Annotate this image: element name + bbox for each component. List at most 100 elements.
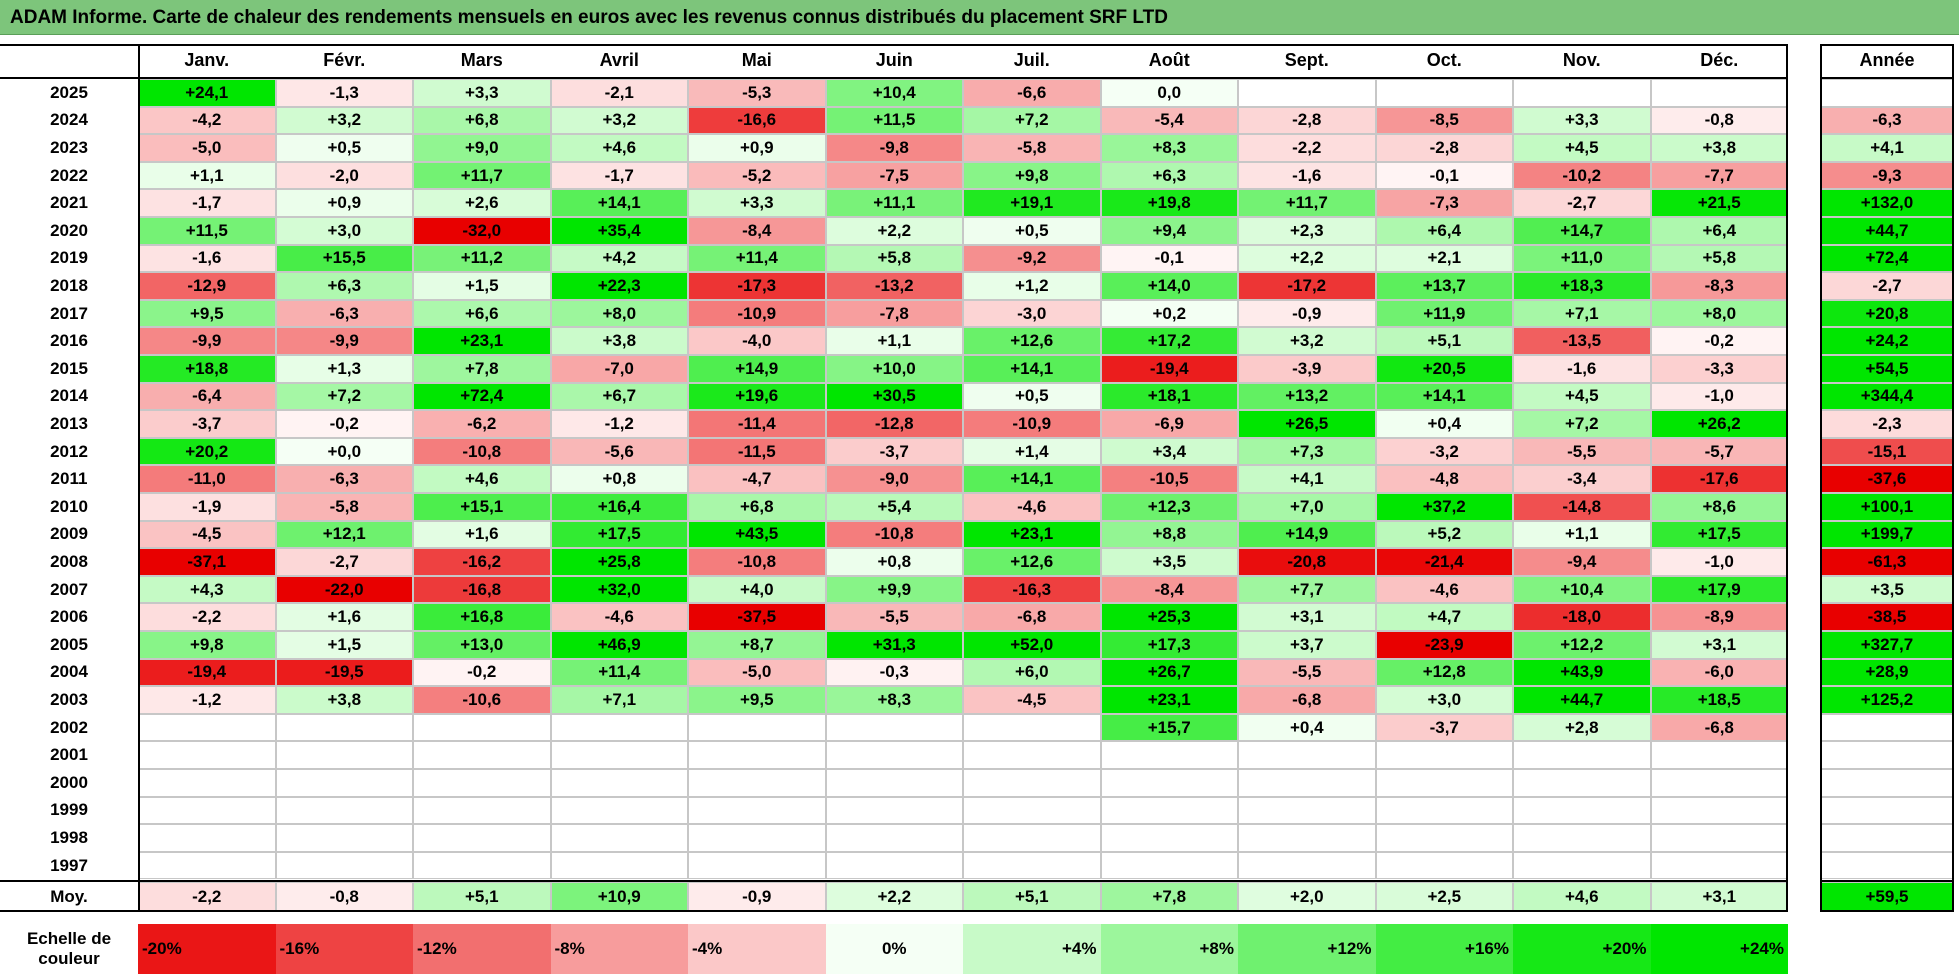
heatmap-cell: +4,2 (550, 244, 688, 273)
heatmap-cell (825, 769, 963, 797)
heatmap-cell: +32,0 (550, 575, 688, 604)
heatmap-cell: +4,5 (1513, 382, 1651, 411)
heatmap-cell: -16,3 (963, 575, 1101, 604)
heatmap-cell: -10,2 (1513, 161, 1651, 190)
heatmap-cell: +3,3 (688, 189, 826, 217)
heatmap-cell: -3,7 (825, 437, 963, 466)
average-cell: +3,1 (1650, 882, 1788, 912)
heatmap-cell (1513, 741, 1651, 769)
month-header: Juin (875, 50, 913, 70)
heatmap-cell: +43,5 (688, 520, 826, 549)
heatmap-cell: -0,1 (1375, 161, 1513, 190)
heatmap-cell: +5,8 (1650, 244, 1788, 273)
heatmap-cell: -1,0 (1650, 548, 1788, 576)
heatmap-cell: +1,6 (275, 603, 413, 631)
heatmap-cell: -12,9 (138, 272, 276, 300)
heatmap-cell: +3,0 (275, 217, 413, 245)
annual-cell: -15,1 (1820, 437, 1954, 466)
heatmap-cell: +16,8 (413, 603, 551, 631)
heatmap-cell: +2,8 (1513, 713, 1651, 742)
heatmap-cell (1100, 769, 1238, 797)
heatmap-cell: +0,5 (275, 134, 413, 162)
scale-stop: -4% (688, 924, 826, 974)
heatmap-cell: +18,3 (1513, 272, 1651, 300)
heatmap-cell: +4,3 (138, 575, 276, 604)
heatmap-cell (825, 741, 963, 769)
heatmap-cell: +14,1 (550, 189, 688, 217)
heatmap-cell: +18,1 (1100, 382, 1238, 411)
heatmap-cell (688, 851, 826, 880)
heatmap-cell (550, 769, 688, 797)
heatmap-cell: -6,8 (963, 603, 1101, 631)
heatmap-cell (1100, 796, 1238, 825)
heatmap-cell (1375, 796, 1513, 825)
heatmap-cell (1100, 741, 1238, 769)
heatmap-cell: +7,1 (550, 686, 688, 714)
month-header: Oct. (1426, 50, 1462, 70)
heatmap-cell: +6,0 (963, 658, 1101, 687)
month-header: Mai (741, 50, 772, 70)
heatmap-cell: +7,7 (1238, 575, 1376, 604)
heatmap-cell: +9,8 (963, 161, 1101, 190)
heatmap-cell: +8,0 (550, 299, 688, 328)
heatmap-cell: +9,9 (825, 575, 963, 604)
heatmap-cell: +11,4 (550, 658, 688, 687)
heatmap-cell: -9,9 (138, 327, 276, 355)
heatmap-cell: -3,2 (1375, 437, 1513, 466)
annual-cell: +4,1 (1820, 134, 1954, 162)
heatmap-cell: +0,9 (688, 134, 826, 162)
heatmap-cell (1238, 769, 1376, 797)
heatmap-cell (275, 851, 413, 880)
heatmap-cell: -2,8 (1375, 134, 1513, 162)
scale-stop: +24% (1650, 924, 1788, 974)
heatmap-cell: -5,3 (688, 79, 826, 107)
annual-cell: +28,9 (1820, 658, 1954, 687)
heatmap-cell: -5,7 (1650, 437, 1788, 466)
heatmap-cell: +12,3 (1100, 493, 1238, 521)
heatmap-cell (138, 824, 276, 852)
heatmap-cell: -10,8 (688, 548, 826, 576)
heatmap-cell: +30,5 (825, 382, 963, 411)
heatmap-cell: +2,3 (1238, 217, 1376, 245)
heatmap-cell: +3,2 (550, 106, 688, 135)
heatmap-cell: -7,0 (550, 355, 688, 383)
heatmap-cell: +11,4 (688, 244, 826, 273)
heatmap-cell (825, 713, 963, 742)
heatmap-cell: -3,0 (963, 299, 1101, 328)
month-header: Janv. (184, 50, 230, 70)
heatmap-cell: +1,1 (1513, 520, 1651, 549)
annual-cell (1820, 796, 1954, 825)
heatmap-cell: +7,2 (963, 106, 1101, 135)
year-label: 2016 (50, 331, 88, 351)
heatmap-cell: -10,8 (413, 437, 551, 466)
heatmap-cell: +3,2 (275, 106, 413, 135)
heatmap-cell: -2,8 (1238, 106, 1376, 135)
heatmap-cell: +6,8 (688, 493, 826, 521)
heatmap-cell (825, 851, 963, 880)
heatmap-cell: +26,2 (1650, 410, 1788, 438)
heatmap-cell: +44,7 (1513, 686, 1651, 714)
heatmap-cell: +37,2 (1375, 493, 1513, 521)
year-label: 2003 (50, 689, 88, 709)
annual-cell: -6,3 (1820, 106, 1954, 135)
year-label: 2001 (50, 745, 88, 765)
heatmap-cell (1375, 769, 1513, 797)
heatmap-cell: +12,6 (963, 327, 1101, 355)
heatmap-cell: 0,0 (1100, 79, 1238, 107)
heatmap-cell: +11,5 (825, 106, 963, 135)
annual-cell (1820, 851, 1954, 880)
heatmap-cell: -0,9 (1238, 299, 1376, 328)
heatmap-cell: -0,8 (1650, 106, 1788, 135)
year-label: 1999 (50, 800, 88, 820)
heatmap-cell: +3,4 (1100, 437, 1238, 466)
heatmap-cell: +7,8 (413, 355, 551, 383)
heatmap-cell: -19,4 (138, 658, 276, 687)
heatmap-cell: -5,0 (688, 658, 826, 687)
heatmap-cell: +0,4 (1375, 410, 1513, 438)
heatmap-cell (688, 769, 826, 797)
annual-cell: +72,4 (1820, 244, 1954, 273)
heatmap-cell: +4,6 (413, 465, 551, 493)
heatmap-cell: +13,0 (413, 631, 551, 659)
annual-cell (1820, 741, 1954, 769)
heatmap-cell: +35,4 (550, 217, 688, 245)
